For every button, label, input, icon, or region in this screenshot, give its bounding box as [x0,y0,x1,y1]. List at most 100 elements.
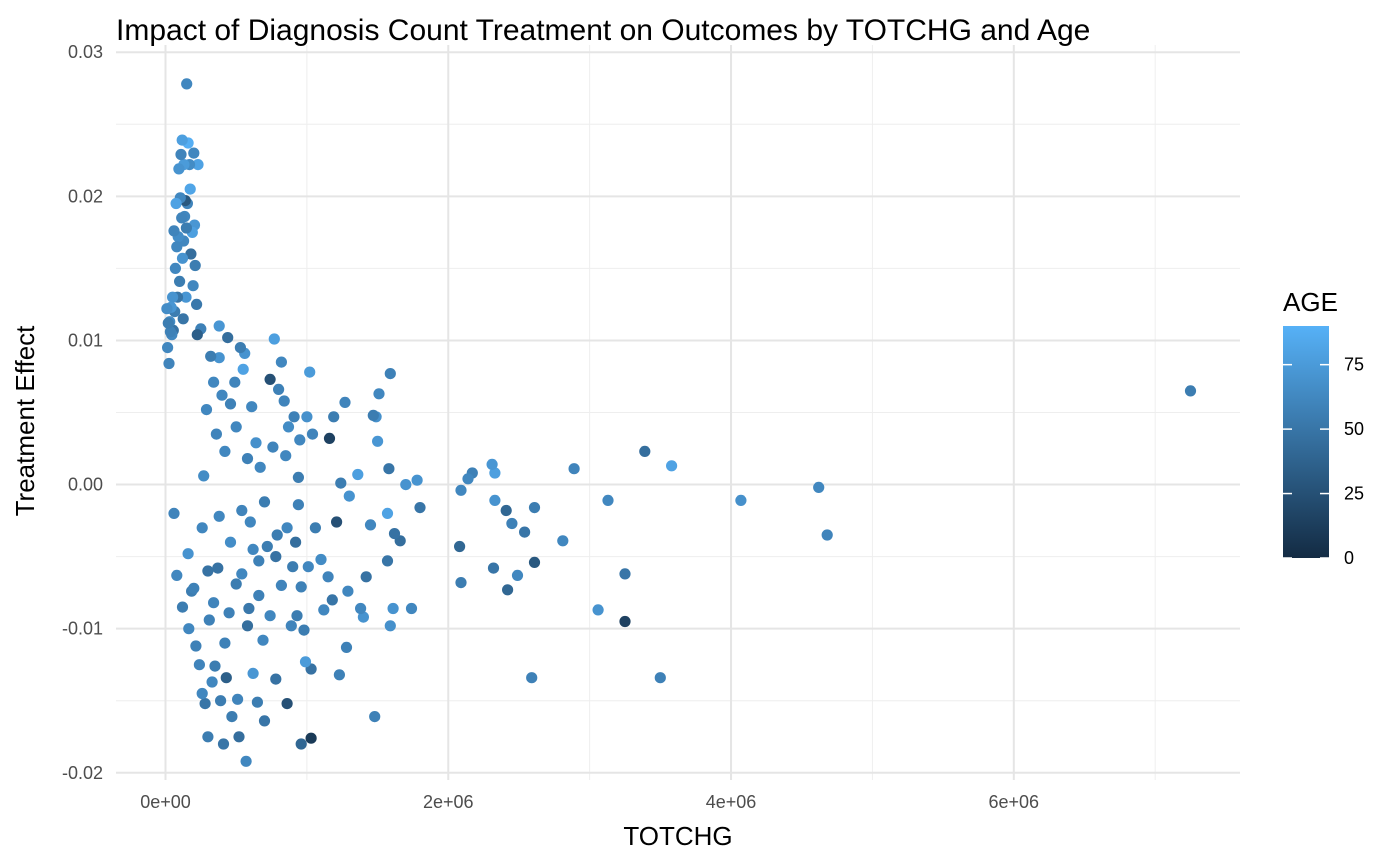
data-point [360,571,372,583]
data-point [229,376,241,388]
data-point [304,366,316,378]
data-point [285,620,297,632]
data-point [188,582,200,594]
data-point [250,437,262,449]
data-point [163,357,175,370]
data-point [210,428,222,440]
data-point [292,471,304,483]
legend-colorbar [1283,326,1329,558]
data-point [258,715,271,727]
data-point [173,163,185,175]
data-point [384,368,396,380]
data-point [557,535,569,547]
data-point [244,516,256,528]
data-point [199,698,211,710]
data-point [282,421,295,433]
data-point [236,504,248,517]
data-point [202,731,214,743]
data-point [208,597,220,609]
data-point [217,738,230,750]
data-point [196,687,208,700]
data-point [528,556,541,569]
data-point [219,637,231,649]
data-point [241,620,254,632]
data-point [191,298,203,310]
data-point [192,159,204,171]
data-point [180,222,192,234]
data-point [189,259,201,272]
data-point [511,569,524,582]
data-point [253,555,265,567]
data-point [619,568,631,580]
data-point [384,620,396,632]
data-point [240,755,252,767]
data-point [180,291,192,303]
data-point [176,212,188,224]
data-point [209,660,221,672]
data-point [213,510,225,522]
data-point [506,517,518,530]
data-point [301,411,313,423]
data-point [196,522,208,534]
data-point [243,602,255,615]
data-point [267,441,279,453]
data-point [328,411,340,423]
data-point [187,280,199,292]
data-point [223,607,235,619]
data-point [257,634,269,646]
data-point [258,496,271,508]
data-point [340,641,353,654]
data-point [322,571,334,583]
data-point [176,134,188,146]
data-point [208,376,220,388]
data-point [315,553,327,566]
legend-title: AGE [1283,287,1338,317]
data-point [619,615,631,628]
data-point [486,458,498,470]
data-point [405,602,418,615]
data-point [212,562,224,574]
data-point [169,262,181,274]
data-point [170,197,182,210]
data-point [326,594,338,606]
data-point [352,468,364,481]
data-point [489,494,501,506]
data-point [190,640,202,652]
data-point [184,183,196,195]
data-point [290,536,302,548]
data-point [383,463,395,475]
data-point [273,383,285,395]
data-point [281,698,293,710]
data-point [213,352,225,364]
data-point [602,494,614,506]
data-point [292,499,304,511]
data-points [161,78,1197,767]
data-point [251,696,263,708]
data-point [270,551,282,563]
data-point [247,667,259,680]
data-point [381,555,394,567]
legend-tick-label: 25 [1344,484,1364,504]
data-point [455,484,467,496]
data-point [299,656,312,668]
data-point [489,467,501,479]
data-point [343,490,355,502]
data-point [191,329,203,341]
data-point [162,317,174,329]
data-point [355,602,367,615]
data-point [291,610,303,622]
data-point [331,516,343,528]
data-point [226,711,238,723]
data-point [232,693,244,705]
legend-tick-label: 75 [1344,355,1364,375]
data-point [813,481,825,493]
data-point [275,356,287,368]
data-point [241,453,254,465]
data-point [254,461,266,473]
data-point [220,672,232,684]
y-axis-label: Treatment Effect [10,325,40,517]
data-point [198,470,210,482]
y-tick-label: 0.01 [68,330,103,350]
x-axis-ticks: 0e+00 2e+06 4e+06 6e+06 [140,792,1039,812]
data-point [526,672,538,684]
